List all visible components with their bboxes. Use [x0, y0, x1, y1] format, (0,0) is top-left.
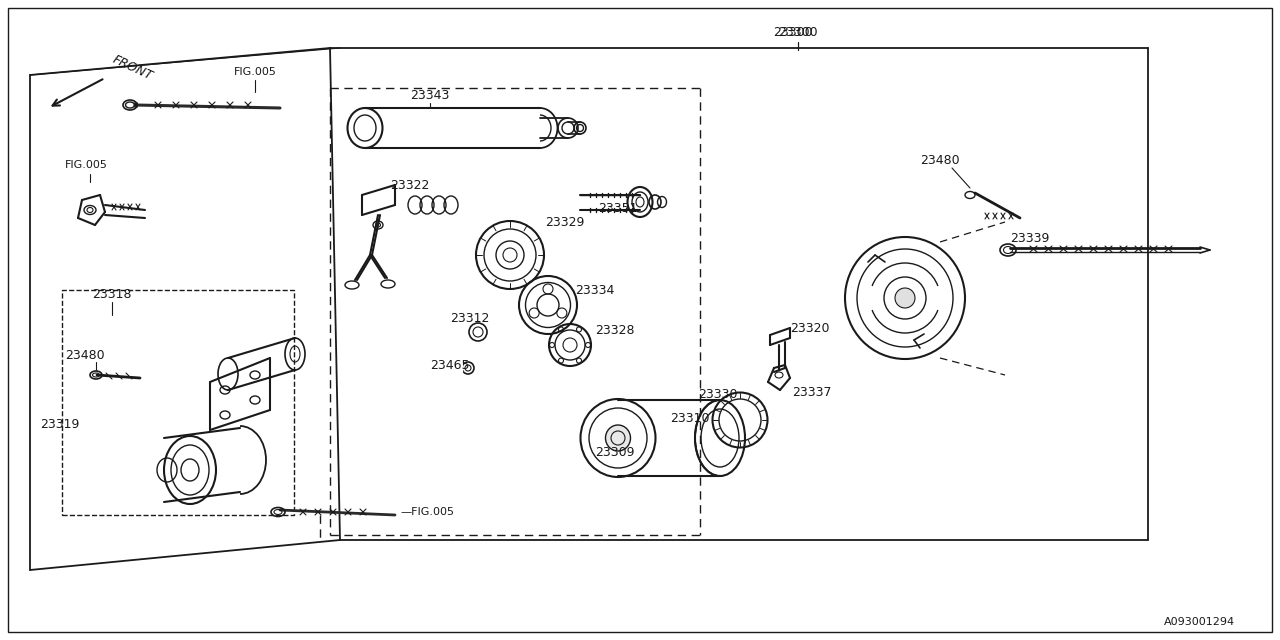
Bar: [61, 290, 294, 515]
Ellipse shape: [895, 288, 915, 308]
Text: 23334: 23334: [575, 284, 614, 296]
Text: 23300: 23300: [778, 26, 818, 38]
Text: 23318: 23318: [92, 287, 132, 301]
Text: 23480: 23480: [65, 349, 105, 362]
Text: 23300: 23300: [773, 26, 813, 38]
Text: 23322: 23322: [390, 179, 429, 191]
Text: FRONT: FRONT: [110, 53, 154, 83]
Text: 23339: 23339: [1010, 232, 1050, 244]
Text: 23328: 23328: [595, 323, 635, 337]
Text: 23310: 23310: [669, 412, 709, 424]
Text: FIG.005: FIG.005: [65, 160, 108, 170]
Text: A093001294: A093001294: [1164, 617, 1235, 627]
Text: 23343: 23343: [411, 88, 449, 102]
Text: 23480: 23480: [920, 154, 960, 166]
Text: 23337: 23337: [792, 385, 832, 399]
Text: 23309: 23309: [595, 447, 635, 460]
Text: 23319: 23319: [40, 419, 79, 431]
Text: 23330: 23330: [698, 388, 737, 401]
Text: FIG.005: FIG.005: [233, 67, 276, 77]
Text: —FIG.005: —FIG.005: [401, 507, 454, 517]
Text: 23320: 23320: [790, 321, 829, 335]
Ellipse shape: [605, 425, 631, 451]
Text: 23465: 23465: [430, 358, 470, 371]
Text: 23312: 23312: [451, 312, 489, 324]
Text: 23329: 23329: [545, 216, 585, 228]
Text: 23351: 23351: [598, 202, 637, 214]
